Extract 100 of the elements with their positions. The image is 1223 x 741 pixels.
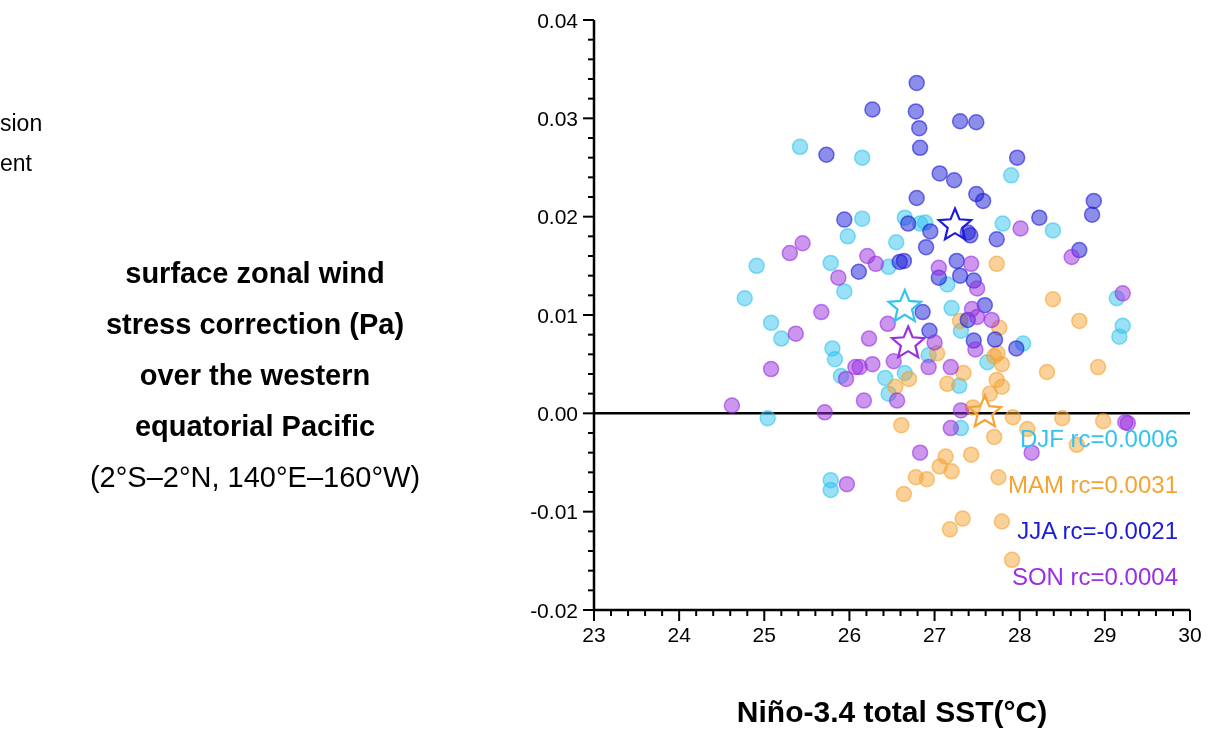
point (822, 481, 839, 499)
point (860, 330, 878, 347)
x-tick-label: 25 (752, 622, 776, 646)
point (853, 210, 871, 227)
point (759, 410, 776, 427)
point (962, 446, 980, 463)
point (826, 351, 844, 368)
point (967, 341, 984, 358)
point (736, 290, 753, 307)
point (962, 255, 980, 273)
y-tick-label: 0.02 (537, 205, 578, 229)
point (1038, 363, 1056, 381)
point (985, 428, 1003, 446)
point (794, 234, 811, 252)
y-tick-label: 0.01 (537, 303, 578, 327)
point (1085, 192, 1103, 210)
point (887, 378, 904, 396)
point (853, 149, 871, 166)
point (1003, 551, 1021, 569)
point (895, 252, 913, 270)
point (943, 463, 960, 480)
point (942, 419, 959, 437)
point (1008, 340, 1025, 357)
point (816, 404, 833, 421)
point (952, 402, 970, 419)
point (1004, 409, 1022, 426)
point (781, 244, 799, 262)
text: DJF rc=0.0006 (1018, 424, 1178, 454)
point (988, 255, 1005, 273)
point (1089, 358, 1107, 376)
point (1008, 149, 1026, 166)
point (968, 308, 986, 326)
point (1071, 312, 1088, 330)
point (762, 314, 780, 332)
point (993, 355, 1011, 373)
y-tick-label: -0.01 (530, 500, 578, 524)
point (836, 211, 853, 228)
point (988, 231, 1005, 248)
point (951, 113, 969, 130)
point (773, 330, 790, 347)
x-tick-label: 30 (1178, 622, 1202, 646)
point (822, 254, 839, 272)
text: SON rc=0.0004 (1010, 562, 1178, 592)
text: JJA rc=-0.0021 (1016, 516, 1178, 546)
y-tick-label: -0.02 (530, 598, 578, 622)
point (850, 263, 868, 280)
point (1083, 206, 1101, 223)
point (974, 192, 992, 210)
point (937, 207, 973, 241)
point (926, 334, 943, 351)
text: sion (0, 110, 43, 137)
point (838, 475, 856, 493)
point (893, 416, 910, 434)
point (762, 360, 780, 378)
point (813, 303, 830, 321)
series-label: MAM rc=0.0031 (1007, 470, 1178, 500)
point (914, 303, 931, 321)
point (994, 215, 1011, 232)
point (968, 114, 985, 131)
x-axis-title: Niño-3.4 total SST(°C) (735, 695, 1049, 729)
point (993, 378, 1011, 396)
point (922, 223, 939, 240)
point (1012, 220, 1029, 237)
point (968, 280, 986, 297)
point (1114, 285, 1131, 302)
point (908, 189, 925, 207)
point (748, 257, 765, 275)
point (986, 331, 1004, 348)
point (887, 289, 923, 322)
point (895, 485, 913, 503)
point (723, 397, 741, 414)
point (836, 283, 853, 300)
point (911, 444, 929, 461)
point (941, 521, 959, 538)
point (839, 228, 856, 245)
y-tick-label: 0.00 (537, 401, 578, 425)
point (1054, 410, 1071, 427)
point (1063, 248, 1080, 266)
point (787, 325, 805, 342)
point (918, 470, 936, 488)
point (1044, 222, 1062, 239)
x-tick-label: 23 (582, 622, 606, 646)
point (983, 311, 1000, 329)
y-tick-label: 0.03 (537, 106, 578, 130)
point (885, 352, 902, 370)
point (890, 325, 926, 359)
point (1111, 328, 1128, 345)
point (864, 101, 881, 118)
y-tick-label: 0.04 (537, 8, 579, 32)
point (948, 252, 965, 270)
point (911, 119, 928, 137)
point (955, 364, 972, 382)
point (867, 255, 885, 273)
point (939, 375, 956, 393)
point (907, 103, 925, 120)
point (942, 358, 959, 376)
point (920, 358, 937, 376)
point (876, 369, 894, 387)
x-tick-label: 28 (1008, 622, 1032, 646)
point (1002, 167, 1020, 184)
